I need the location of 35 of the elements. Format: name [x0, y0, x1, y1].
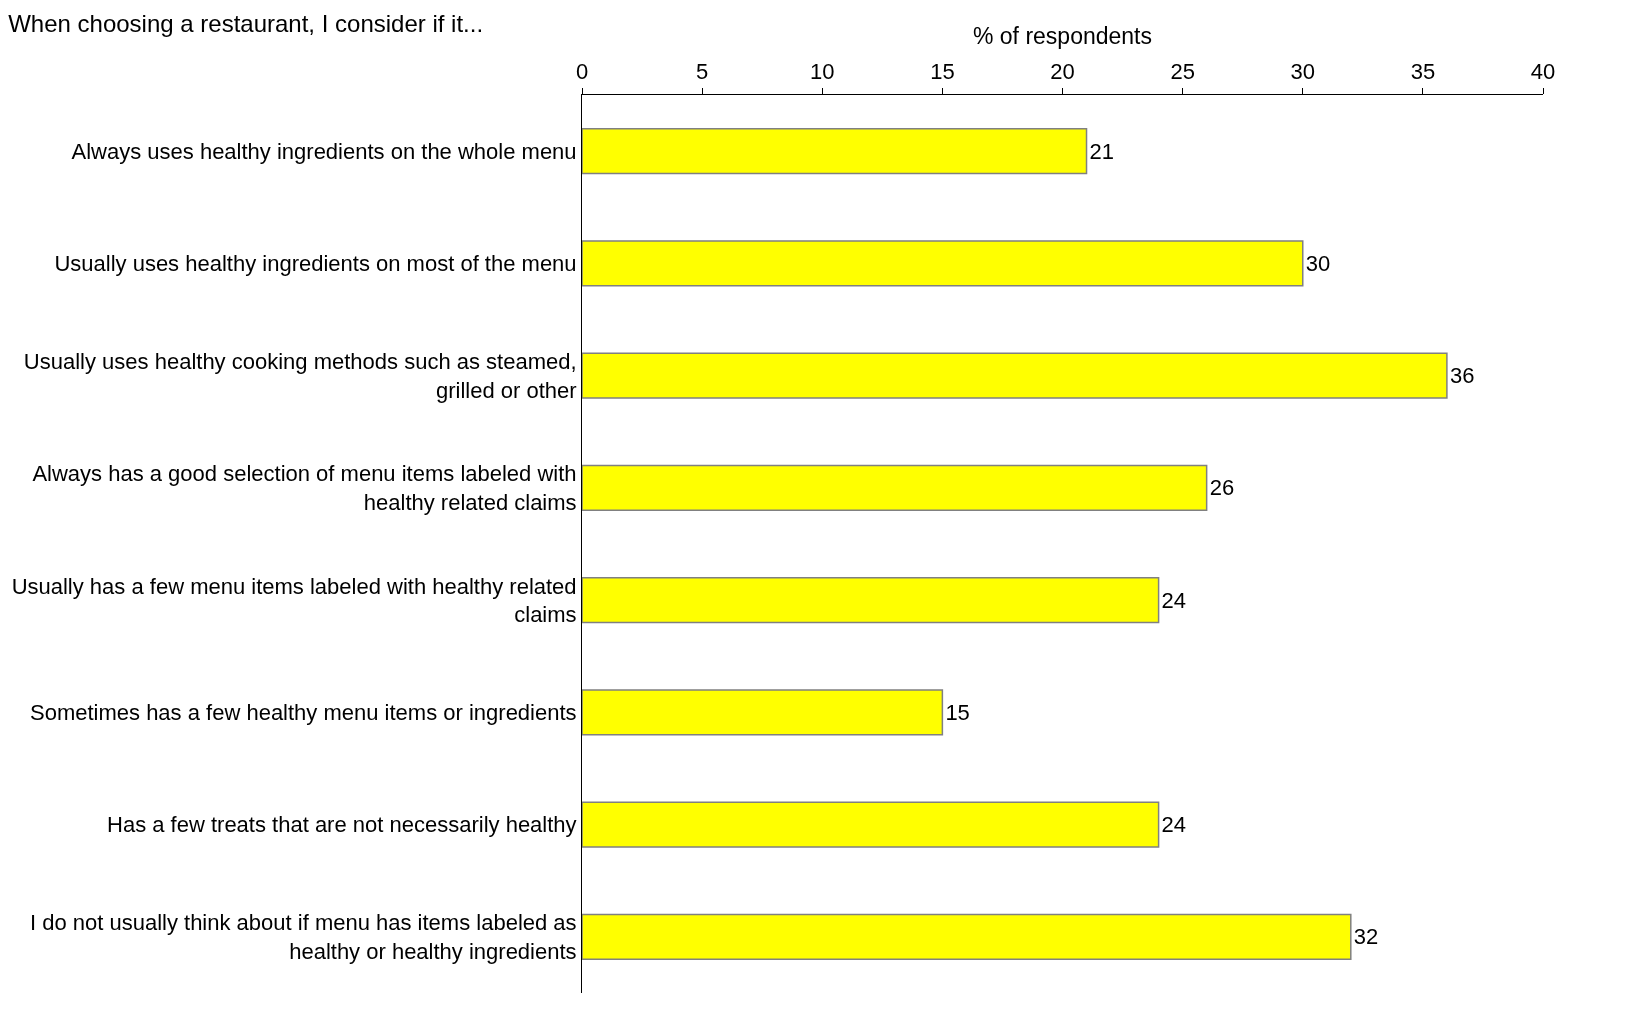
y-tick-label: I do not usually think about if menu has items labeled as healthy or healthy ingredients: [29, 910, 577, 964]
y-tick-label: Has a few treats that are not necessarily healthy: [107, 812, 577, 838]
text: When choosing a restaurant, I consider if it...: [8, 9, 484, 37]
bar: [582, 913, 1352, 961]
bar: [582, 801, 1160, 848]
x-tick-label: 20: [1050, 59, 1075, 85]
data-label: 24: [1161, 812, 1187, 838]
x-axis-title: % of respondents: [972, 22, 1153, 49]
x-tick-label: 5: [696, 59, 709, 85]
x-tick-label: 30: [1290, 59, 1315, 85]
y-tick-label: Usually uses healthy cooking methods such as steamed, grilled or other: [23, 349, 577, 403]
data-label: 36: [1449, 363, 1475, 389]
data-label: 21: [1089, 138, 1115, 164]
data-label: 26: [1209, 475, 1235, 501]
data-label: 32: [1353, 924, 1379, 950]
x-tick-label: 40: [1530, 59, 1556, 85]
y-tick-label: Always uses healthy ingredients on the whole menu: [71, 138, 577, 164]
y-tick-label: Sometimes has a few healthy menu items or ingredients: [29, 700, 577, 726]
x-tick-label: 0: [575, 59, 589, 85]
bar: [582, 464, 1208, 512]
y-tick-label: Usually uses healthy ingredients on most of the menu: [54, 251, 577, 277]
data-label: 30: [1305, 250, 1331, 276]
bar: [582, 352, 1448, 399]
y-tick-label: Always has a good selection of menu items labeled with healthy related claims: [32, 461, 577, 515]
x-tick-label: 10: [810, 59, 835, 85]
bar: [582, 576, 1160, 624]
bar: [582, 240, 1304, 287]
data-label: 15: [945, 699, 970, 725]
y-tick-label: Usually has a few menu items labeled with healthy related claims: [11, 573, 577, 628]
bar: [582, 127, 1088, 175]
data-label: 24: [1161, 587, 1187, 613]
x-tick-label: 25: [1170, 59, 1195, 85]
bar: [582, 689, 944, 736]
x-tick-label: 15: [930, 59, 955, 85]
x-tick-label: 35: [1410, 59, 1436, 85]
